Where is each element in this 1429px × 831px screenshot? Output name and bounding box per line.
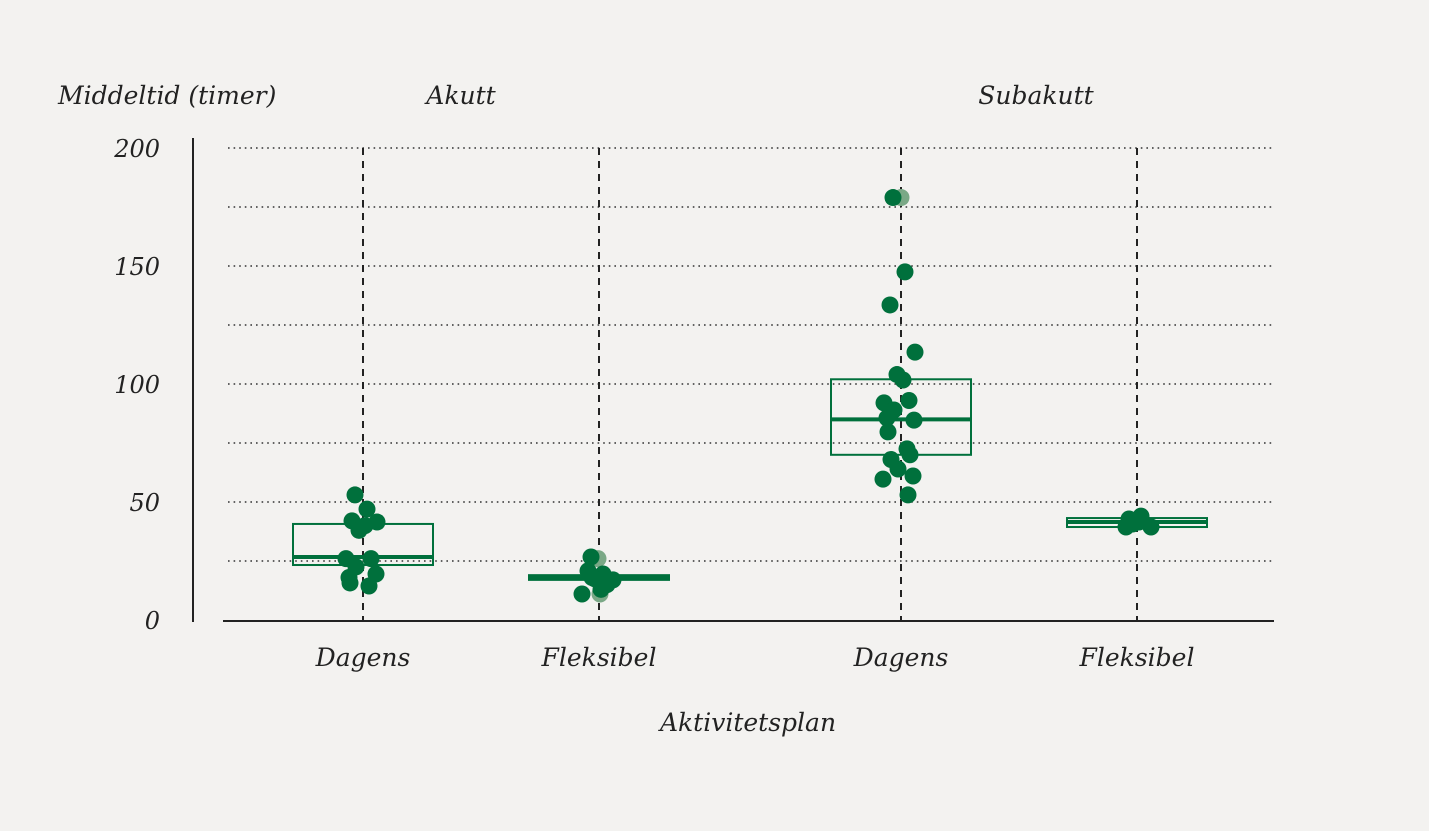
data-point <box>881 296 899 314</box>
data-point <box>901 446 919 464</box>
y-tick-label: 0 <box>145 607 160 635</box>
data-point <box>896 263 914 281</box>
x-axis-title: Aktivitetsplan <box>658 708 836 737</box>
data-point <box>346 486 364 504</box>
x-tick-label: Dagens <box>853 643 949 672</box>
x-tick-label: Fleksibel <box>541 643 657 672</box>
data-point <box>904 467 922 485</box>
x-tick-label: Fleksibel <box>1079 643 1195 672</box>
x-tick-label: Dagens <box>315 643 411 672</box>
data-point <box>879 423 897 441</box>
data-point <box>889 460 907 478</box>
y-tick-label: 50 <box>129 489 160 517</box>
data-point <box>899 486 917 504</box>
data-point <box>360 577 378 595</box>
data-point <box>905 411 923 429</box>
data-point <box>884 189 902 207</box>
y-tick-label: 100 <box>114 371 160 399</box>
data-point <box>356 517 374 535</box>
data-point <box>878 409 896 427</box>
data-point <box>906 343 924 361</box>
data-point <box>1130 513 1148 531</box>
y-tick-label: 150 <box>114 253 160 281</box>
y-tick-label: 200 <box>113 135 160 163</box>
group-title: Akutt <box>424 81 496 110</box>
data-point <box>573 585 591 603</box>
data-point <box>362 550 380 568</box>
data-point <box>341 574 359 592</box>
y-axis-title: Middeltid (timer) <box>57 81 276 110</box>
data-point <box>894 371 912 389</box>
data-point <box>598 576 616 594</box>
data-point <box>874 470 892 488</box>
group-title: Subakutt <box>978 81 1094 110</box>
data-point <box>582 548 600 566</box>
data-point <box>358 500 376 518</box>
data-point <box>583 569 601 587</box>
data-point <box>900 392 918 410</box>
